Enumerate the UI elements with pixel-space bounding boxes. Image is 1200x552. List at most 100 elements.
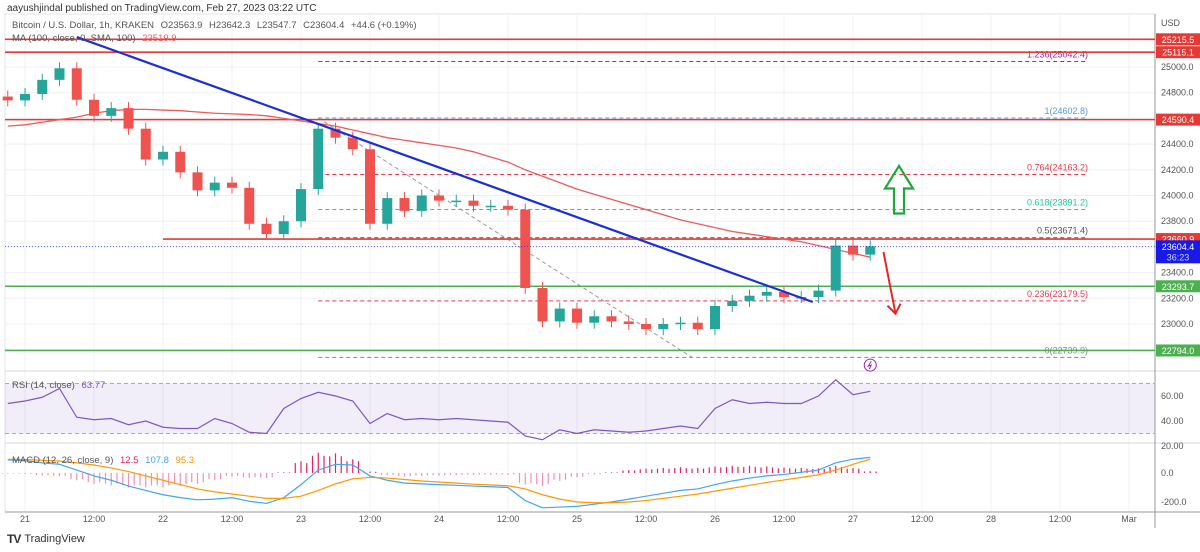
ohlc-open: O23563.9 [160,20,203,31]
price-axis-tick: 23400.0 [1161,268,1194,278]
price-tag [1156,113,1200,126]
candle [727,300,738,307]
candle [503,205,513,210]
plot-area [4,13,1156,513]
price-tag [1156,33,1200,46]
ohlc-high: H23642.3 [209,20,251,31]
footer-brand: TV TradingView [7,532,85,546]
candle [347,137,358,150]
candle [158,151,168,160]
arrow-up-icon [883,163,915,215]
candle [89,99,99,116]
candle [106,108,117,116]
candle [692,322,703,330]
ohlc-low: L23547.7 [256,20,297,31]
candle [365,149,375,224]
lightning-glyph [867,360,873,370]
macd-value: 107.8 [145,455,169,466]
signal-value: 95.3 [175,455,195,466]
macd-axis-tick: 0.0 [1161,468,1174,478]
candle [313,128,324,190]
time-axis-tick: Mar [1121,514,1137,524]
time-axis-tick: 23 [296,514,306,524]
rsi-axis-tick: 60.00 [1161,391,1184,401]
time-axis-tick: 12:00 [221,514,244,524]
candle [848,245,858,255]
ma100-line [7,108,871,258]
rsi-label[interactable]: RSI (14, close) [12,380,75,391]
candle [2,96,13,101]
candle [865,246,876,255]
fib-swing-line [317,117,693,358]
symbol-name[interactable]: Bitcoin / U.S. Dollar, 1h, KRAKEN [12,20,155,31]
rsi-band [5,383,1155,434]
rsi-axis-tick: 40.00 [1161,416,1184,426]
ma-label[interactable]: MA (100, close, 0, SMA, 100) [12,33,136,44]
candle [434,195,444,201]
candle [123,108,134,129]
candle [278,221,289,235]
arrow-down-icon [882,251,897,314]
candle [537,288,548,322]
candle [813,290,824,298]
price-tag [1156,280,1200,293]
price-axis-tick: 23800.0 [1161,216,1194,226]
time-axis-tick: 25 [572,514,582,524]
candle [330,128,341,138]
price-change: +44.6 (+0.19%) [351,20,417,31]
candle [761,291,772,296]
price-tag [1156,344,1200,357]
time-axis-tick: 12:00 [773,514,796,524]
fib-level-label: 1(24602.8) [1044,106,1088,116]
signal-line [7,458,871,504]
brand-name[interactable]: TradingView [24,533,85,545]
price-tag-label: 23660.9 [1162,235,1195,245]
candle [416,195,427,211]
candle [485,205,496,208]
price-tag-label: 22794.0 [1162,346,1195,356]
candle [675,322,686,325]
rsi-legend: RSI (14, close) 63.77 [12,380,109,391]
candle [710,306,720,330]
candle [227,182,237,188]
candle [54,68,65,80]
candles [2,62,876,336]
rsi-value: 63.77 [81,380,106,391]
price-axis-tick: 24800.0 [1161,88,1194,98]
fib-level-label: 0.236(23179.5) [1027,289,1088,299]
trendline [76,36,814,304]
time-axis-tick: 28 [986,514,996,524]
time-axis-tick: 24 [434,514,444,524]
tradingview-logo-icon: TV [7,532,21,546]
time-axis-tick: 12:00 [359,514,382,524]
candle [140,128,151,160]
time-axis-tick: 26 [710,514,720,524]
macd-legend: MACD (12, 26, close, 9) 12.5 107.8 95.3 [12,455,198,466]
candle [520,209,531,289]
bar-countdown: 36:23 [1167,252,1190,262]
candle [209,182,220,191]
time-axis-tick: 22 [158,514,168,524]
currency-label: USD [1161,18,1181,28]
time-axis-tick: 27 [848,514,858,524]
ma-legend: MA (100, close, 0, SMA, 100) 23519.9 [12,33,181,44]
candle [572,308,582,323]
macd-label[interactable]: MACD (12, 26, close, 9) [12,455,114,466]
candle [37,79,48,94]
candle [244,187,255,224]
candle [779,291,789,298]
time-axis-tick: 12:00 [635,514,658,524]
rsi-line [7,378,871,441]
candle [382,198,393,224]
candle [175,151,186,173]
rsi-axis-tick: 20.00 [1161,441,1184,451]
price-tag-label: 23293.7 [1162,282,1195,292]
candle [451,200,462,203]
fib-level-label: 0.618(23891.2) [1027,197,1088,207]
candle [296,189,306,222]
candle [468,200,479,206]
candle [554,308,565,322]
candle [20,93,30,101]
symbol-legend: Bitcoin / U.S. Dollar, 1h, KRAKEN O23563… [12,20,421,31]
